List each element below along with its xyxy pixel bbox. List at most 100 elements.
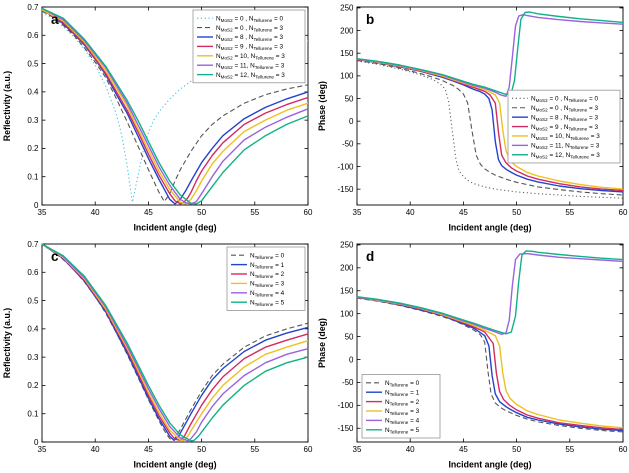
x-tick-label: 55 xyxy=(565,445,574,454)
legend-label: NTellurene = 3 xyxy=(250,280,285,288)
x-tick-label: 40 xyxy=(405,208,414,217)
x-tick-label: 60 xyxy=(618,445,627,454)
y-tick-label: 0.4 xyxy=(27,324,39,333)
y-axis-label: Reflectivity (a.u.) xyxy=(2,307,12,377)
y-axis-label: Phase (deg) xyxy=(317,81,327,131)
legend-label: NMoS2 = 9 , NTellurene = 3 xyxy=(216,44,283,52)
series-line xyxy=(41,7,309,205)
series-line xyxy=(356,249,623,335)
x-tick-label: 50 xyxy=(197,445,206,454)
y-tick-label: 0.2 xyxy=(27,381,39,390)
x-tick-label: 55 xyxy=(565,208,574,217)
y-tick-label: 0.7 xyxy=(27,239,39,248)
y-tick-label: 100 xyxy=(340,309,354,318)
series-line xyxy=(41,10,309,203)
y-tick-label: 0.4 xyxy=(27,88,39,97)
panel-a-chart: 35 40 45 50 55 60 0 0.1 0.2 0.3 0.4 0.5 0.6 0.7 Incide… xyxy=(2,3,313,233)
panel-letter: d xyxy=(366,249,374,264)
legend-label: NMoS2 = 10, NTellurene = 3 xyxy=(216,53,285,61)
y-tick-label: 250 xyxy=(340,240,354,249)
y-tick-label: -150 xyxy=(337,185,354,194)
y-tick-label: 0.3 xyxy=(27,352,39,361)
panel-c: 35 40 45 50 55 60 0 0.1 0.2 0.3 0.4 0.5 0.6 0.7 Incide… xyxy=(0,237,315,473)
panel-letter: a xyxy=(51,12,59,27)
y-tick-label: 0.2 xyxy=(27,144,39,153)
y-tick-label: 50 xyxy=(344,94,353,103)
series-line xyxy=(356,58,623,193)
x-tick-label: 55 xyxy=(250,208,259,217)
panel-b-chart: 35 40 45 50 55 60 -150 -100 -50 0 50 100 150 200 250 In… xyxy=(317,4,628,233)
legend-label: NTellurene = 0 xyxy=(385,380,420,388)
y-axis-label: Phase (deg) xyxy=(317,318,327,368)
series-line xyxy=(356,59,623,196)
x-tick-label: 50 xyxy=(512,208,521,217)
x-tick-label: 35 xyxy=(38,445,47,454)
series-line xyxy=(41,9,309,205)
legend-label: NTellurene = 3 xyxy=(385,408,420,416)
y-tick-label: 200 xyxy=(340,263,354,272)
y-tick-label: 150 xyxy=(340,286,354,295)
x-tick-label: 35 xyxy=(38,208,47,217)
series-line xyxy=(41,242,309,441)
y-tick-label: 50 xyxy=(344,332,353,341)
y-tick-label: -150 xyxy=(337,424,354,433)
x-tick-label: 50 xyxy=(512,445,521,454)
panel-d: 35 40 45 50 55 60 -150 -100 -50 0 50 100 150 200 250 In… xyxy=(315,237,629,473)
series-line xyxy=(41,242,309,441)
legend-label: NMoS2 = 12, NTellurene = 3 xyxy=(531,152,600,160)
y-tick-label: 0.1 xyxy=(27,409,39,418)
legend-label: NTellurene = 1 xyxy=(250,261,285,269)
x-axis-label: Incident angle (deg) xyxy=(133,459,216,469)
legend-label: NTellurene = 4 xyxy=(385,417,420,425)
legend-label: NMoS2 = 9 , NTellurene = 3 xyxy=(531,124,598,132)
legend-label: NTellurene = 5 xyxy=(385,427,420,435)
x-tick-label: 50 xyxy=(197,208,206,217)
y-tick-label: 150 xyxy=(340,49,354,58)
legend-label: NTellurene = 5 xyxy=(250,299,285,307)
x-axis-label: Incident angle (deg) xyxy=(448,223,531,233)
series-line xyxy=(41,242,309,442)
x-tick-label: 45 xyxy=(144,445,153,454)
panel-b: 35 40 45 50 55 60 -150 -100 -50 0 50 100 150 200 250 In… xyxy=(315,0,629,237)
y-tick-label: 0.6 xyxy=(27,31,39,40)
x-tick-label: 45 xyxy=(458,445,467,454)
y-tick-label: 0.5 xyxy=(27,59,39,68)
x-tick-label: 40 xyxy=(405,445,414,454)
y-tick-label: 0.5 xyxy=(27,296,39,305)
legend-label: NMoS2 = 11, NTellurene = 3 xyxy=(531,143,600,151)
x-axis-label: Incident angle (deg) xyxy=(448,459,531,469)
x-tick-label: 45 xyxy=(458,208,467,217)
legend-label: NMoS2 = 8 , NTellurene = 3 xyxy=(216,34,283,42)
y-tick-label: 0.1 xyxy=(27,173,39,182)
legend-label: NMoS2 = 11, NTellurene = 3 xyxy=(216,62,285,70)
series-line xyxy=(356,60,623,199)
legend-label: NTellurene = 2 xyxy=(385,398,420,406)
panel-c-chart: 35 40 45 50 55 60 0 0.1 0.2 0.3 0.4 0.5 0.6 0.7 Incide… xyxy=(2,239,313,469)
y-tick-label: 0.6 xyxy=(27,268,39,277)
x-tick-label: 35 xyxy=(352,445,361,454)
legend-label: NMoS2 = 8 , NTellurene = 3 xyxy=(531,114,598,122)
panel-a: 35 40 45 50 55 60 0 0.1 0.2 0.3 0.4 0.5 0.6 0.7 Incide… xyxy=(0,0,315,237)
legend-label: NMoS2 = 12, NTellurene = 3 xyxy=(216,72,285,80)
legend-label: NTellurene = 4 xyxy=(250,290,285,298)
y-tick-label: -50 xyxy=(341,378,353,387)
series-line xyxy=(41,242,309,442)
y-tick-label: 200 xyxy=(340,26,354,35)
legend-label: NMoS2 = 10, NTellurene = 3 xyxy=(531,133,600,141)
legend-label: NTellurene = 1 xyxy=(385,389,420,397)
series-line xyxy=(41,9,309,205)
y-tick-label: 250 xyxy=(340,4,354,13)
legend-label: NMoS2 = 0 , NTellurene = 3 xyxy=(531,105,598,113)
x-axis-label: Incident angle (deg) xyxy=(133,223,216,233)
legend-label: NMoS2 = 0 , NTellurene = 3 xyxy=(216,25,283,33)
panel-d-chart: 35 40 45 50 55 60 -150 -100 -50 0 50 100 150 200 250 In… xyxy=(317,240,628,469)
series-line xyxy=(41,242,309,441)
series-line xyxy=(41,12,309,203)
x-tick-label: 35 xyxy=(352,208,361,217)
series-line xyxy=(356,296,623,431)
y-tick-label: -100 xyxy=(337,162,354,171)
